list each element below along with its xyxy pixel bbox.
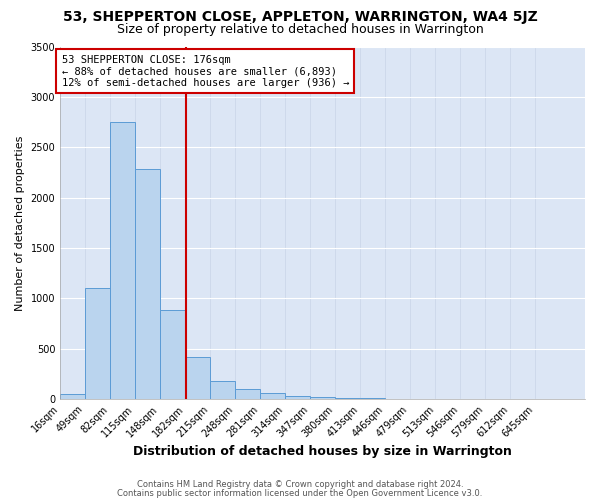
- Bar: [285, 396, 310, 399]
- Y-axis label: Number of detached properties: Number of detached properties: [15, 135, 25, 310]
- Bar: [185, 357, 211, 399]
- Bar: [385, 398, 410, 399]
- Text: Contains public sector information licensed under the Open Government Licence v3: Contains public sector information licen…: [118, 488, 482, 498]
- Text: Size of property relative to detached houses in Warrington: Size of property relative to detached ho…: [116, 22, 484, 36]
- Bar: [211, 381, 235, 399]
- Text: 53 SHEPPERTON CLOSE: 176sqm
← 88% of detached houses are smaller (6,893)
12% of : 53 SHEPPERTON CLOSE: 176sqm ← 88% of det…: [62, 54, 349, 88]
- Bar: [235, 388, 260, 399]
- Bar: [135, 170, 160, 399]
- Bar: [260, 392, 285, 399]
- Bar: [60, 394, 85, 399]
- Bar: [335, 398, 360, 399]
- Text: 53, SHEPPERTON CLOSE, APPLETON, WARRINGTON, WA4 5JZ: 53, SHEPPERTON CLOSE, APPLETON, WARRINGT…: [62, 10, 538, 24]
- Text: Contains HM Land Registry data © Crown copyright and database right 2024.: Contains HM Land Registry data © Crown c…: [137, 480, 463, 489]
- Bar: [85, 288, 110, 399]
- Bar: [310, 397, 335, 399]
- Bar: [110, 122, 135, 399]
- Bar: [360, 398, 385, 399]
- Bar: [160, 310, 185, 399]
- X-axis label: Distribution of detached houses by size in Warrington: Distribution of detached houses by size …: [133, 444, 512, 458]
